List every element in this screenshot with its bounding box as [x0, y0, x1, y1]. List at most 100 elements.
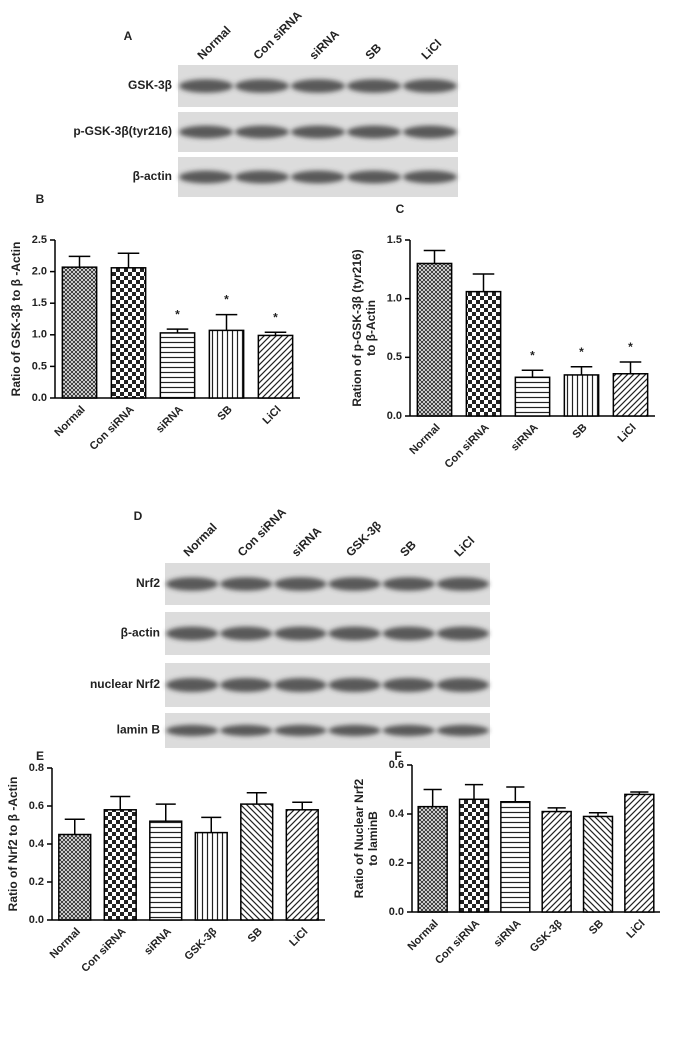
bar	[285, 809, 319, 921]
lane-label: Normal	[194, 23, 233, 62]
band	[328, 577, 381, 591]
band	[179, 170, 233, 184]
y-tick-label: 0.5	[387, 351, 402, 363]
lane-label: Con siRNA	[235, 505, 289, 559]
bar	[208, 329, 245, 399]
band	[220, 626, 273, 641]
band	[347, 79, 401, 93]
significance-mark: *	[224, 293, 229, 307]
bar	[514, 376, 551, 417]
y-axis-label: Ratio of Nuclear Nrf2	[352, 778, 366, 898]
band	[436, 724, 489, 737]
lane-label: GSK-3β	[343, 518, 384, 559]
row-label: GSK-3β	[128, 78, 172, 92]
x-tick-label: Con siRNA	[433, 918, 482, 967]
band	[166, 577, 219, 591]
x-tick-label: LiCl	[624, 918, 647, 941]
bar	[58, 833, 92, 921]
panel-letter: E	[36, 749, 44, 763]
band	[235, 170, 289, 184]
band	[382, 677, 435, 693]
bar	[240, 803, 274, 921]
y-axis-label: Ration of p-GSK-3β (tyr216)	[350, 249, 364, 406]
band	[291, 79, 345, 93]
lane-label: SB	[397, 537, 419, 559]
y-tick-label: 0.8	[29, 762, 44, 774]
x-tick-label: siRNA	[142, 926, 174, 958]
band	[274, 626, 327, 641]
panel-letter: F	[394, 749, 401, 763]
x-tick-label: GSK-3β	[528, 917, 565, 954]
lane-label: siRNA	[289, 524, 325, 560]
bar	[612, 373, 649, 417]
band	[436, 577, 489, 591]
band	[328, 724, 381, 737]
significance-mark: *	[530, 348, 535, 362]
band	[291, 170, 345, 184]
x-tick-label: Con siRNA	[79, 926, 128, 975]
x-tick-label: Con siRNA	[443, 422, 492, 471]
band	[179, 125, 233, 139]
band	[347, 125, 401, 139]
blot-strip	[165, 612, 490, 655]
bar	[458, 798, 490, 913]
band	[436, 677, 489, 693]
bar	[500, 801, 531, 913]
y-axis-label: Ratio of Nrf2 to β -Actin	[6, 777, 20, 912]
y-axis-label: to β-Actin	[364, 300, 378, 356]
blot-strip	[165, 663, 490, 707]
x-tick-label: GSK-3β	[182, 925, 219, 962]
x-tick-label: Normal	[407, 422, 442, 457]
y-tick-label: 0.0	[387, 410, 402, 422]
bar	[257, 334, 294, 399]
band	[403, 170, 457, 184]
band	[382, 577, 435, 591]
lane-label: siRNA	[306, 27, 342, 63]
x-tick-label: SB	[570, 422, 589, 441]
y-tick-label: 0.0	[29, 914, 44, 926]
x-tick-label: SB	[246, 926, 265, 945]
band-row	[179, 79, 457, 93]
bar	[103, 809, 137, 921]
x-tick-label: Normal	[48, 926, 83, 961]
y-axis-label: to laminB	[366, 811, 380, 866]
blot-strip	[165, 713, 490, 748]
y-tick-label: 0.2	[389, 857, 404, 869]
y-tick-label: 0.0	[389, 906, 404, 918]
significance-mark: *	[579, 345, 584, 359]
band	[382, 724, 435, 737]
lane-label: Con siRNA	[250, 8, 304, 62]
bar	[465, 290, 502, 417]
x-tick-label: SB	[587, 918, 606, 937]
x-tick-label: siRNA	[154, 404, 186, 436]
x-tick-label: Normal	[406, 918, 441, 953]
band	[179, 79, 233, 93]
x-tick-label: Con siRNA	[88, 404, 137, 453]
y-tick-label: 0.5	[32, 360, 47, 372]
band-row	[179, 170, 457, 184]
x-tick-label: Normal	[52, 404, 87, 439]
panel-letter: B	[36, 192, 45, 206]
band	[403, 125, 457, 139]
bar	[416, 262, 453, 417]
y-tick-label: 0.4	[389, 808, 405, 820]
panel-letter: A	[124, 29, 133, 43]
y-tick-label: 0.6	[389, 759, 404, 771]
lane-label: SB	[362, 40, 384, 62]
significance-mark: *	[175, 307, 180, 321]
bar	[541, 810, 572, 913]
row-label: lamin B	[117, 723, 161, 737]
panel-letter: C	[396, 202, 405, 216]
y-tick-label: 2.0	[32, 266, 47, 278]
y-tick-label: 1.5	[32, 297, 47, 309]
band-row	[166, 677, 489, 693]
band	[291, 125, 345, 139]
band-row	[179, 125, 457, 139]
y-tick-label: 0.4	[29, 838, 45, 850]
y-tick-label: 0.2	[29, 876, 44, 888]
band	[382, 626, 435, 641]
x-tick-label: LiCl	[260, 404, 283, 427]
band	[235, 125, 289, 139]
